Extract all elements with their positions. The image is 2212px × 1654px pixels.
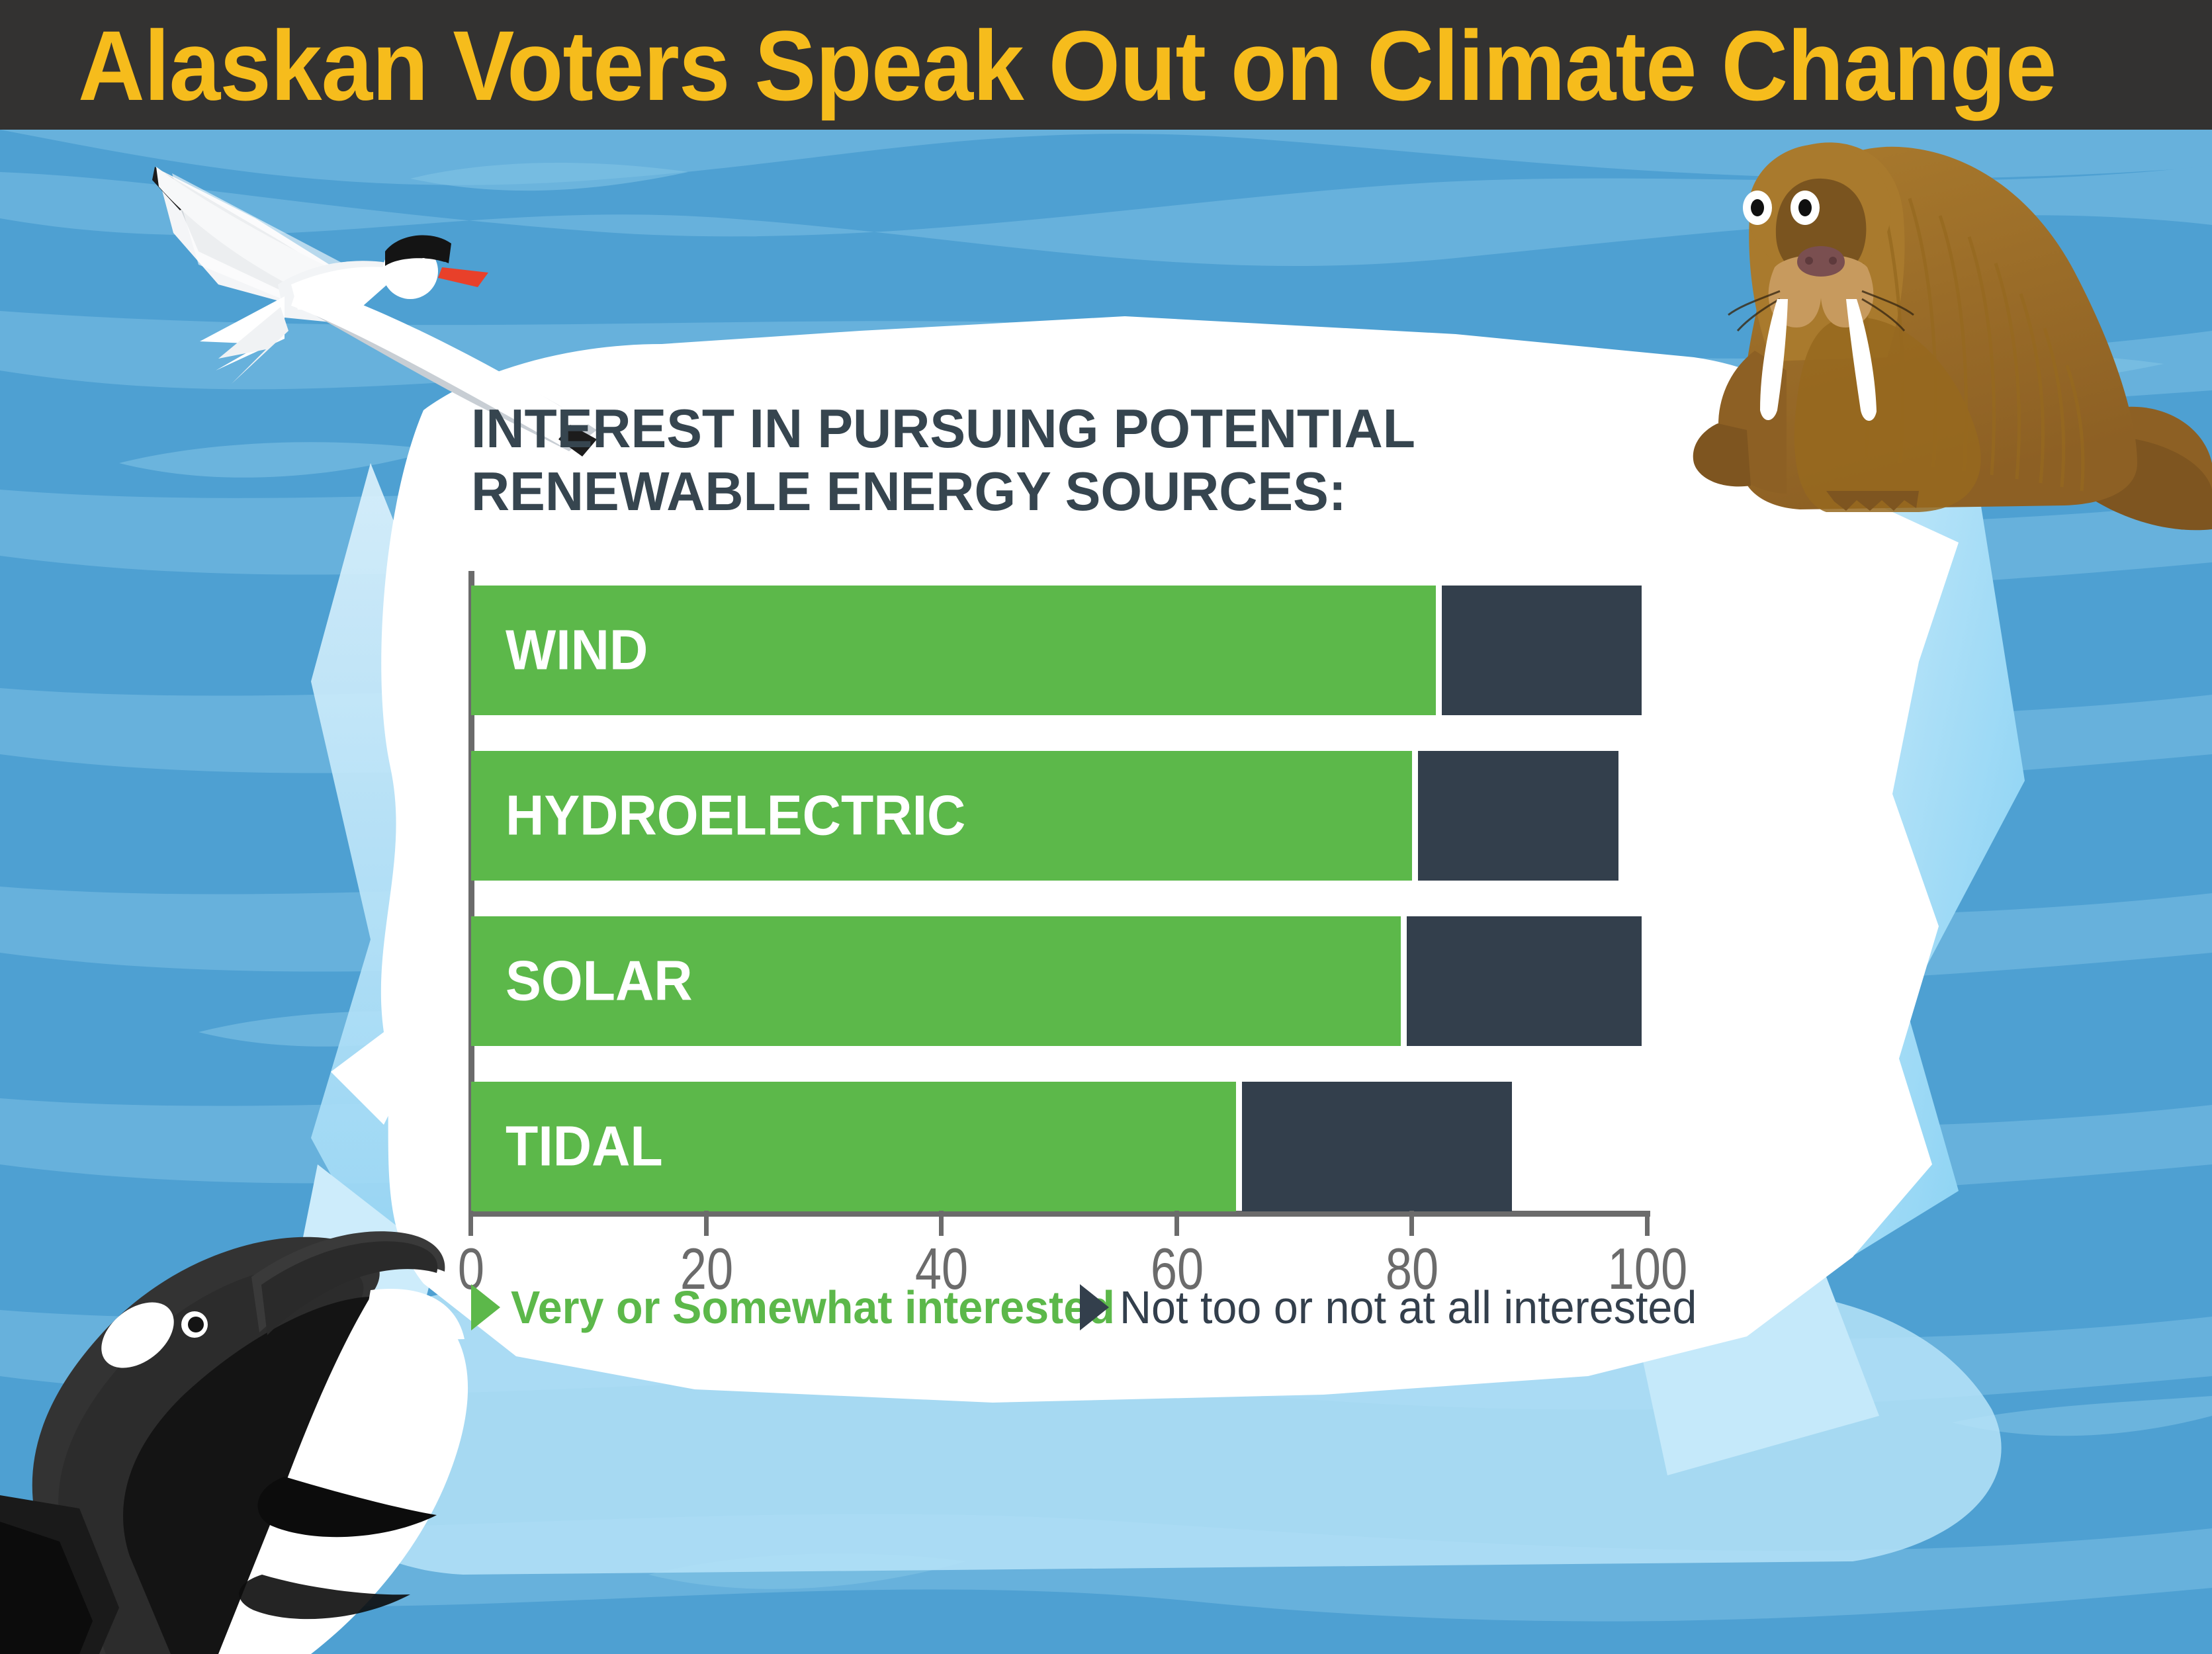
bar-chart-plot: WIND HYDROELECTRIC SOLAR	[458, 571, 1687, 1299]
x-axis-tick-label: 60	[1150, 1236, 1204, 1301]
triangle-right-icon	[1080, 1284, 1109, 1330]
chart-container: INTEREST IN PURSUING POTENTIAL RENEWABLE…	[458, 397, 1728, 1363]
x-axis-tick	[1409, 1211, 1415, 1236]
bar-category-label: WIND	[506, 619, 648, 682]
page-title: Alaskan Voters Speak Out on Climate Chan…	[78, 10, 2057, 121]
legend-label: Very or Somewhat interested	[511, 1282, 1115, 1333]
bar-segment-negative	[1241, 1082, 1513, 1211]
legend-item-negative: Not too or not at all interested	[1080, 1277, 1727, 1338]
x-axis-tick	[468, 1211, 473, 1236]
y-axis-line	[468, 571, 474, 1211]
bar-row-hydroelectric: HYDROELECTRIC	[471, 751, 1648, 881]
bar-row-wind: WIND	[471, 586, 1648, 715]
x-axis-tick	[1645, 1211, 1650, 1236]
x-axis-tick-label: 20	[680, 1236, 733, 1301]
bar-segment-negative	[1406, 916, 1642, 1046]
legend-item-positive: Very or Somewhat interested	[471, 1277, 1147, 1338]
bar-category-label: HYDROELECTRIC	[506, 784, 966, 848]
bar-segment-negative	[1418, 751, 1618, 881]
x-axis-tick-label: 80	[1386, 1236, 1439, 1301]
x-axis-tick	[703, 1211, 709, 1236]
bar-segment-positive: WIND	[471, 586, 1436, 715]
chart-title: INTEREST IN PURSUING POTENTIAL RENEWABLE…	[471, 398, 1415, 522]
x-axis-tick	[939, 1211, 944, 1236]
x-axis-tick	[1174, 1211, 1179, 1236]
bar-segment-positive: SOLAR	[471, 916, 1401, 1046]
x-axis-tick-label: 40	[915, 1236, 969, 1301]
title-banner: Alaskan Voters Speak Out on Climate Chan…	[0, 0, 2212, 130]
bar-segment-positive: TIDAL	[471, 1082, 1236, 1211]
bar-row-solar: SOLAR	[471, 916, 1648, 1046]
x-axis-line	[468, 1211, 1650, 1217]
chart-legend: Very or Somewhat interested Not too or n…	[471, 1277, 1697, 1338]
bar-category-label: TIDAL	[506, 1115, 663, 1178]
triangle-right-icon	[471, 1284, 500, 1330]
bar-category-label: SOLAR	[506, 949, 693, 1013]
legend-label: Not too or not at all interested	[1120, 1282, 1697, 1333]
bar-segment-positive: HYDROELECTRIC	[471, 751, 1413, 881]
x-axis-tick-label: 100	[1607, 1236, 1688, 1301]
bar-segment-negative	[1441, 586, 1642, 715]
bar-row-tidal: TIDAL	[471, 1082, 1648, 1211]
